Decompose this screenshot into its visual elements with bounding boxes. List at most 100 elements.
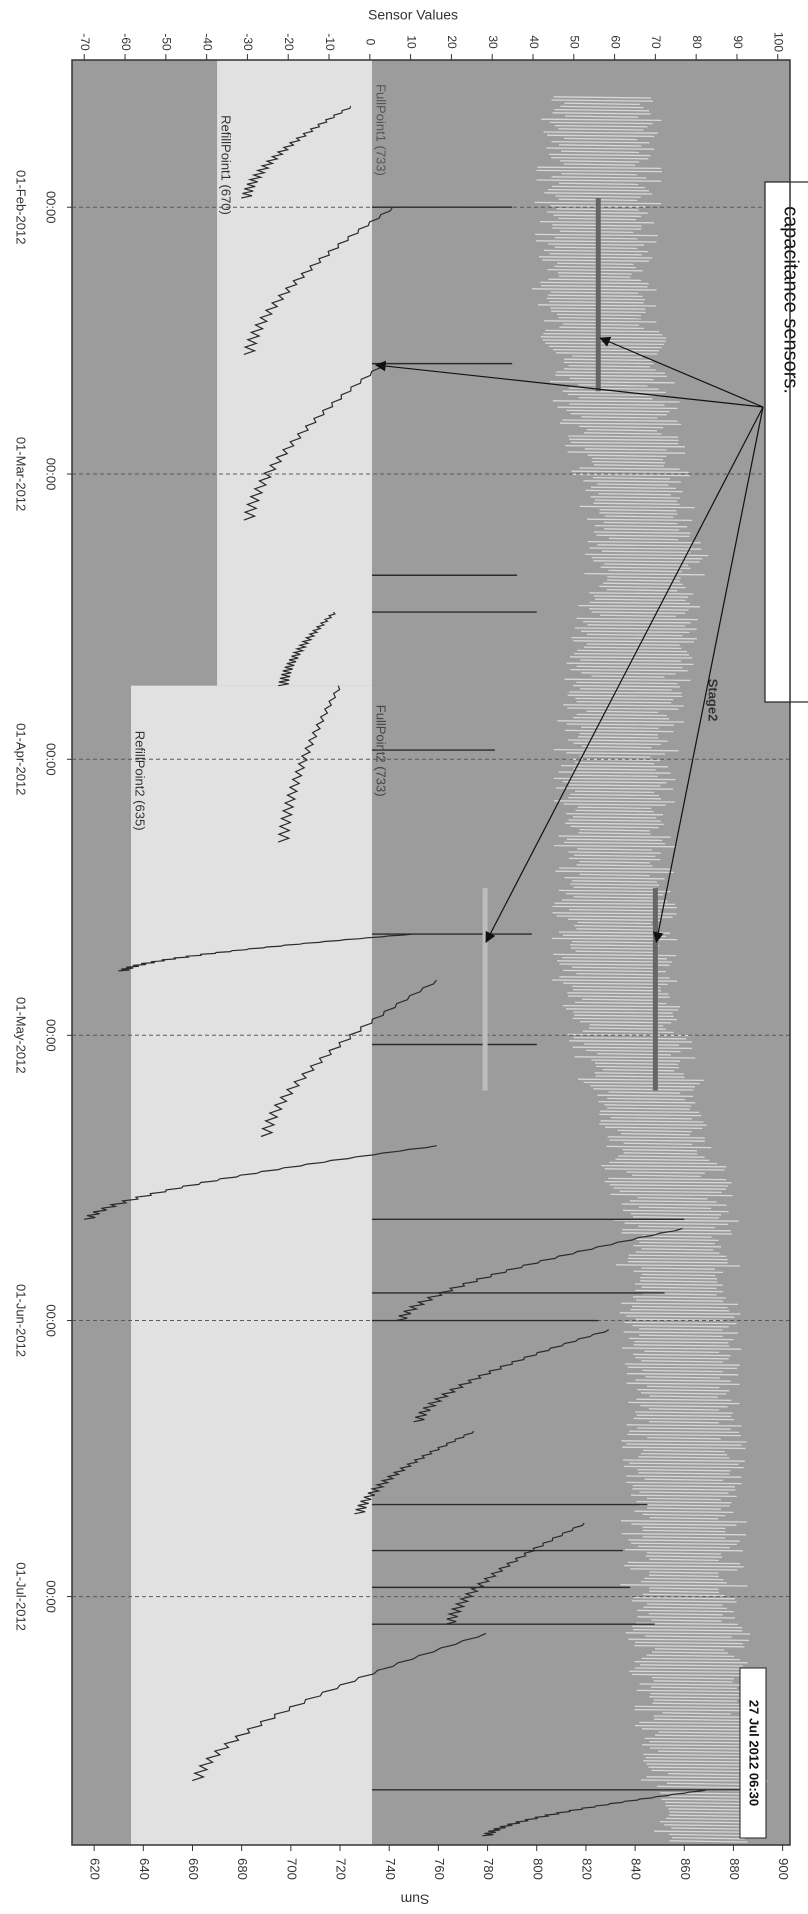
sensor-hatch	[589, 592, 694, 595]
sensor-hatch	[574, 627, 697, 630]
bottom-tick-label: 820	[579, 1858, 594, 1880]
sensor-hatch	[575, 790, 655, 794]
sensor-hatch	[538, 256, 653, 259]
sensor-hatch	[636, 1299, 724, 1302]
sensor-hatch	[558, 182, 639, 186]
sensor-hatch	[569, 403, 665, 406]
sensor-hatch	[548, 278, 642, 282]
sensor-hatch	[648, 1408, 720, 1411]
sensor-hatch	[583, 432, 662, 435]
sensor-hatch	[583, 1081, 701, 1085]
sensor-hatch	[665, 1817, 751, 1821]
sensor-hatch	[628, 1539, 740, 1542]
sensor-hatch	[589, 608, 689, 611]
sensor-hatch	[578, 832, 651, 835]
sensor-hatch	[649, 1395, 718, 1398]
sensor-hatch	[565, 892, 664, 896]
sensor-hatch	[541, 284, 648, 288]
band-label-refillpoint2: RefillPoint2 (635)	[133, 731, 148, 831]
sensor-hatch	[646, 1552, 722, 1555]
sensor-hatch	[568, 857, 661, 861]
sensor-hatch	[562, 780, 667, 784]
sum-cycle	[354, 1430, 475, 1515]
sensor-hatch	[572, 1017, 678, 1021]
sensor-hatch	[633, 1344, 730, 1347]
sensor-hatch	[656, 1785, 754, 1789]
bottom-tick-label: 700	[284, 1858, 299, 1880]
sensor-hatch	[579, 873, 650, 877]
sensor-hatch	[642, 1369, 723, 1373]
sensor-hatch	[640, 1276, 718, 1280]
sensor-hatch	[669, 1840, 748, 1843]
capacitance-arrow-4	[652, 406, 764, 944]
sensor-hatch	[668, 1808, 747, 1811]
sensor-hatch	[634, 1644, 745, 1648]
sensor-hatch	[581, 745, 652, 749]
sensor-hatch	[579, 505, 695, 509]
sum-cycle	[241, 105, 352, 199]
sensor-hatch	[575, 950, 654, 954]
sensor-hatch	[559, 963, 670, 966]
sensor-hatch	[591, 675, 665, 678]
sensor-hatch	[629, 1430, 739, 1434]
sensor-hatch	[570, 825, 659, 829]
sensor-hatch	[563, 803, 666, 806]
sensor-hatch	[641, 1248, 714, 1251]
sensor-hatch	[626, 1475, 742, 1478]
top-tick-label: -30	[241, 33, 255, 51]
sensor-hatch	[648, 1590, 719, 1594]
sensor-hatch	[563, 982, 668, 986]
sensor-hatch	[623, 1152, 698, 1155]
sensor-hatch	[585, 489, 683, 493]
sensor-hatch	[599, 1123, 707, 1126]
bottom-axis-title: Sum	[401, 1891, 430, 1907]
sensor-hatch	[642, 1529, 726, 1533]
sensor-hatch	[554, 265, 637, 269]
sensor-hatch	[600, 566, 691, 570]
capacitance-arrow-1	[599, 336, 764, 408]
sensor-hatch	[555, 195, 641, 198]
sensor-hatch	[572, 816, 657, 819]
sensor-hatch	[642, 1235, 712, 1238]
sensor-hatch	[607, 1097, 685, 1101]
sensor-hatch	[587, 518, 693, 522]
sensor-hatch	[564, 841, 666, 845]
sensor-hatch	[597, 1094, 694, 1098]
sensor-hatch	[576, 972, 653, 976]
sensor-hatch	[570, 793, 660, 797]
sensor-hatch	[637, 1196, 708, 1200]
sensor-hatch	[632, 1353, 731, 1357]
sensor-hatch	[607, 576, 681, 579]
sensor-hatch	[564, 137, 638, 141]
sensor-hatch	[654, 1734, 744, 1738]
sensor-hatch	[621, 1440, 747, 1443]
bottom-tick-label: 620	[88, 1858, 103, 1880]
sensor-hatch	[672, 1836, 745, 1840]
sensor-hatch	[626, 1481, 742, 1485]
sensor-hatch	[562, 323, 640, 326]
sensor-hatch	[635, 1251, 720, 1254]
sensor-hatch	[551, 176, 647, 179]
sensor-hatch	[632, 1174, 701, 1178]
sensor-hatch	[586, 643, 680, 646]
date-tick-time: 00:00	[44, 458, 59, 491]
sensor-hatch	[597, 544, 693, 547]
sensor-hatch	[569, 691, 682, 694]
sum-cycle	[482, 1789, 708, 1837]
sensor-hatch	[572, 988, 662, 992]
sensor-hatch	[559, 326, 644, 330]
sensor-hatch	[653, 1680, 733, 1683]
sensor-hatch	[624, 1564, 744, 1568]
sensor-hatch	[646, 1603, 723, 1606]
sensor-hatch	[564, 358, 652, 362]
sensor-hatch	[637, 1388, 730, 1392]
bottom-tick-label: 900	[776, 1858, 791, 1880]
sensor-hatch	[567, 694, 683, 698]
sensor-hatch	[635, 1289, 724, 1293]
sensor-hatch	[647, 1436, 721, 1440]
band-label-fullpoint1: FullPoint1 (733)	[374, 84, 389, 176]
sensor-hatch	[621, 1532, 747, 1536]
sensor-hatch	[572, 355, 643, 358]
sensor-hatch	[641, 1657, 740, 1661]
sensor-hatch	[574, 1056, 696, 1059]
